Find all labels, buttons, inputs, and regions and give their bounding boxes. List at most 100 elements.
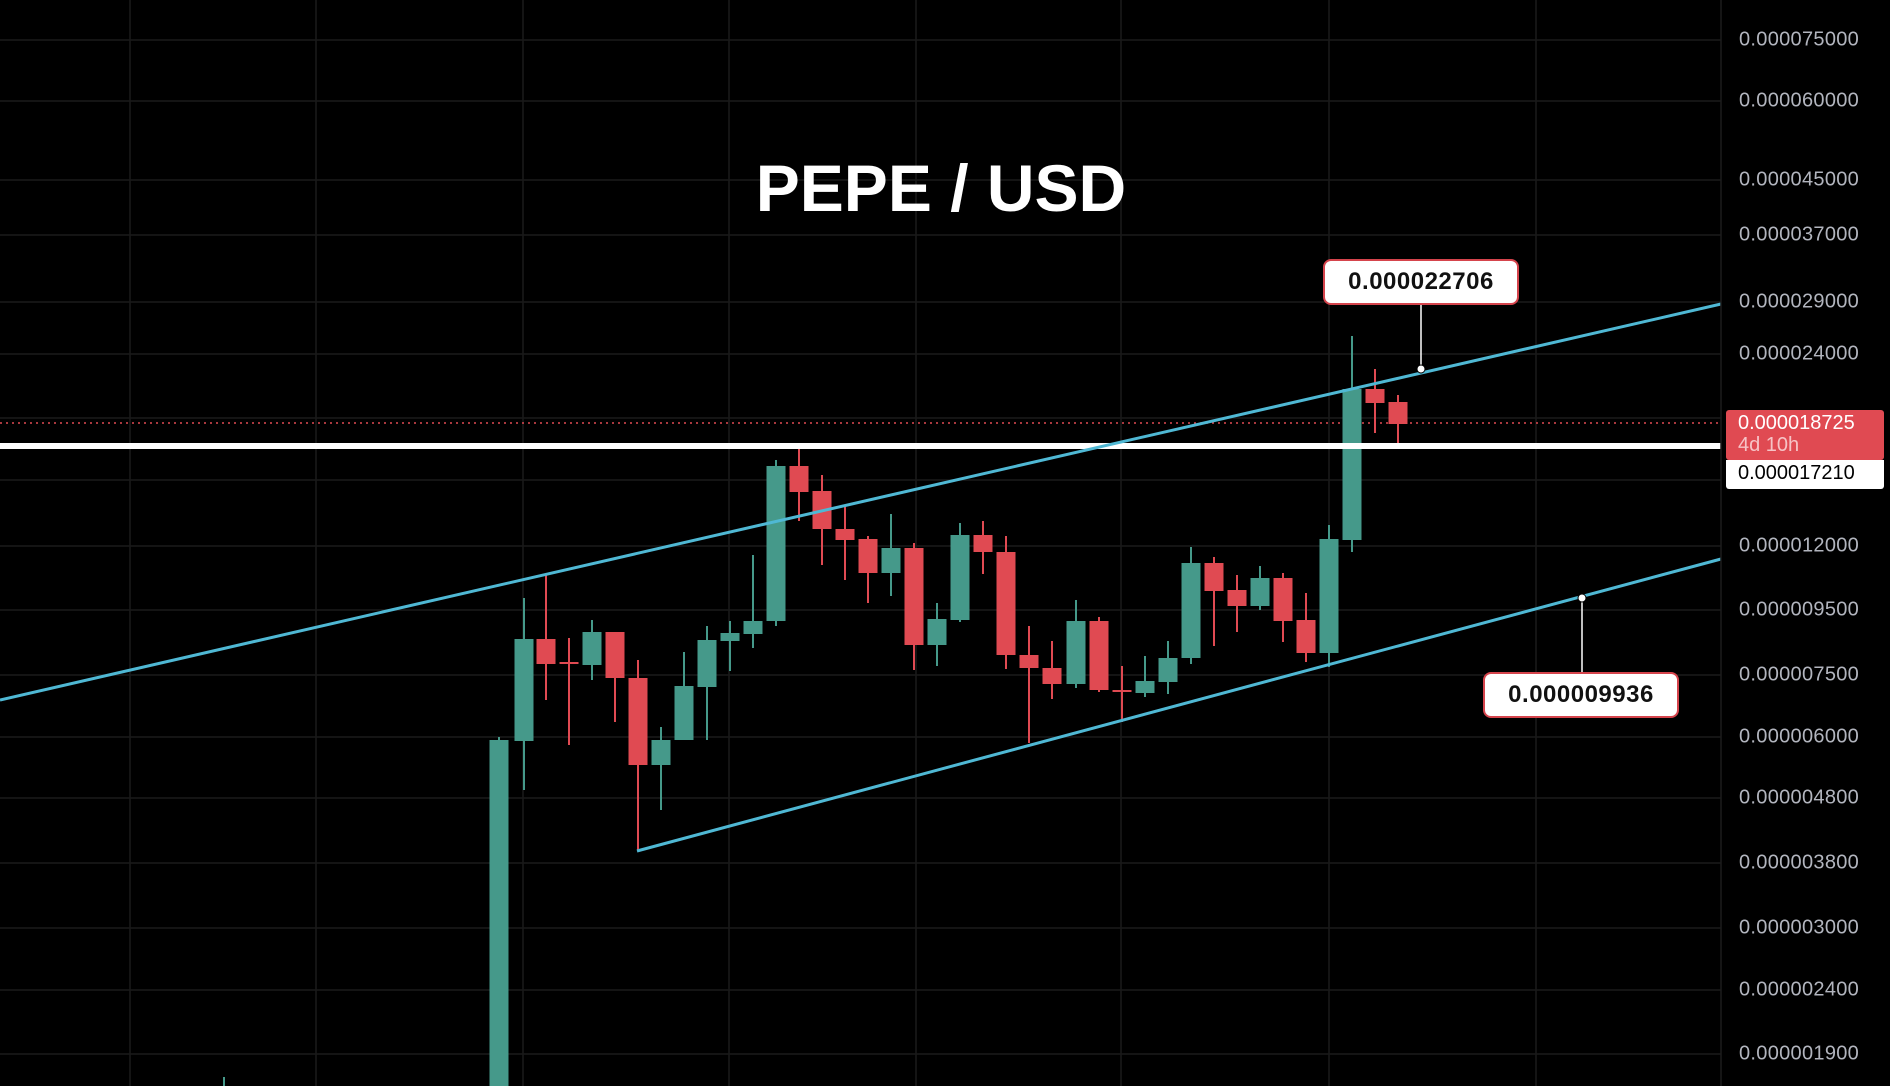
price-axis-tick: 0.000060000 [1739,89,1860,112]
candle[interactable] [950,523,970,622]
candle-body [927,619,947,645]
price-axis-tick: 0.000045000 [1739,168,1860,191]
candle-body [559,662,579,664]
candle[interactable] [1135,656,1155,697]
candle-body [489,740,509,1086]
candle-body [1158,658,1178,682]
candle[interactable] [1042,641,1062,699]
candle[interactable] [720,621,740,671]
candle-body [1066,621,1086,684]
candle[interactable] [514,598,534,790]
price-axis-tick: 0.000009500 [1739,598,1860,621]
candle[interactable] [789,446,809,521]
price-axis-tick: 0.000003000 [1739,916,1860,939]
candle[interactable] [582,620,602,680]
candle[interactable] [489,737,509,1086]
grid [0,0,1721,1086]
candle-body [858,539,878,573]
candle-body [1089,621,1109,690]
candle-body [789,466,809,492]
price-axis-tick: 0.000001900 [1739,1042,1860,1065]
chart-title-text: PEPE / USD [755,151,1127,225]
candle-body [1319,539,1339,653]
candle[interactable] [1365,369,1385,433]
price-axis-tick: 0.000075000 [1739,28,1860,51]
candle-body [628,678,648,765]
candle[interactable] [1066,600,1086,688]
price-axis-tick: 0.000006000 [1739,725,1860,748]
channel-line-lower[interactable] [636,557,1722,853]
chart-title: PEPE / USD [0,150,1882,226]
candle-countdown: 4d 10h [1738,434,1800,456]
candle[interactable] [927,603,947,666]
candle-body [1019,655,1039,668]
candle-body [697,640,717,687]
candle[interactable] [1319,525,1339,667]
channel-line-upper[interactable] [0,302,1722,702]
price-axis-tick: 0.000037000 [1739,223,1860,246]
candle-body [1181,563,1201,658]
candle[interactable] [1158,641,1178,694]
lower-target-annotation[interactable]: 0.000009936 [1483,672,1679,718]
candle[interactable] [1019,626,1039,743]
candle[interactable] [1204,557,1224,646]
candle-body [605,632,625,678]
candle[interactable] [904,543,924,670]
candle-body [1204,563,1224,591]
candle-body [514,639,534,741]
candle[interactable] [651,727,671,810]
candle-body [674,686,694,740]
candle-body [766,466,786,621]
upper-target-value: 0.000022706 [1348,268,1494,295]
candle[interactable] [559,638,579,745]
candle-body [1296,620,1316,653]
candle[interactable] [1112,666,1132,722]
candle[interactable] [1388,395,1408,445]
price-axis[interactable]: 0.000075000 0.000060000 0.000045000 0.00003… [1721,0,1890,1086]
candle[interactable] [1089,617,1109,692]
candle-body [582,632,602,665]
candles [223,336,1408,1086]
candle-body [1250,578,1270,606]
current-price-label: 0.000018725 4d 10h [1726,410,1884,460]
candle[interactable] [1296,593,1316,662]
candle[interactable] [536,574,556,700]
candle[interactable] [881,514,901,596]
candle[interactable] [628,660,648,850]
candle-body [1342,389,1362,540]
candle[interactable] [835,506,855,580]
price-axis-tick: 0.000007500 [1739,663,1860,686]
candle-body [996,552,1016,655]
candle-body [1227,590,1247,606]
candle[interactable] [973,521,993,574]
candle[interactable] [858,536,878,603]
price-axis-tick: 0.000003800 [1739,851,1860,874]
candle[interactable] [1273,573,1293,642]
candle-body [881,548,901,573]
candle[interactable] [1250,566,1270,610]
candle-body [1273,578,1293,621]
candle[interactable] [1227,575,1247,632]
candle-body [904,548,924,645]
candle[interactable] [697,626,717,740]
price-axis-tick: 0.000004800 [1739,786,1860,809]
candle[interactable] [996,536,1016,669]
upper-target-annotation[interactable]: 0.000022706 [1323,259,1519,305]
candle[interactable] [743,555,763,648]
candle-body [973,535,993,552]
candle-body [1365,389,1385,403]
candle[interactable] [1181,547,1201,664]
lower-annotation-anchor[interactable] [1577,593,1587,603]
lower-target-value: 0.000009936 [1508,681,1654,708]
candle-body [651,740,671,765]
candle-body [950,535,970,620]
upper-annotation-anchor[interactable] [1416,364,1426,374]
price-axis-tick: 0.000002400 [1739,978,1860,1001]
candle-body [1042,668,1062,684]
candle[interactable] [766,460,786,626]
channel-lines[interactable] [0,302,1722,853]
candle[interactable] [605,632,625,722]
candle[interactable] [674,652,694,740]
candle[interactable] [812,475,832,565]
